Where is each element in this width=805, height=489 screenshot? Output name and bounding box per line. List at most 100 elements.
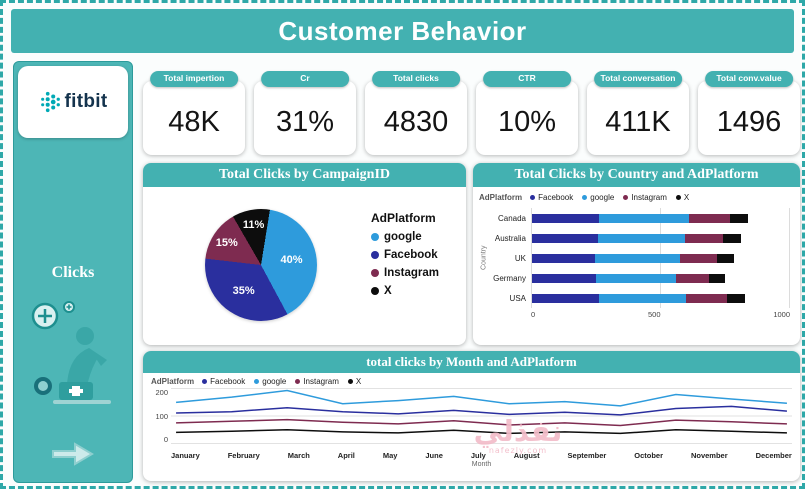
dashboard-header: Customer Behavior xyxy=(11,9,794,53)
legend-item-instagram[interactable]: Instagram xyxy=(371,267,439,279)
bar-segment-facebook[interactable] xyxy=(532,273,597,283)
line-xlabel: Month xyxy=(471,461,492,468)
bar-segment-google[interactable] xyxy=(598,213,689,223)
next-arrow-button[interactable] xyxy=(50,440,96,468)
kpi-row: Total impertion 48K Cr 31% Total clicks … xyxy=(143,69,800,155)
bar-segment-x[interactable] xyxy=(717,253,734,263)
kpi-label: Cr xyxy=(261,71,349,87)
line-y-tick: 200 xyxy=(155,388,168,397)
legend-item-instagram[interactable]: Instagram xyxy=(623,193,667,202)
kpi-value: 1496 xyxy=(716,105,782,138)
sidebar-item-clicks[interactable]: Clicks xyxy=(51,264,95,281)
kpi-card-total-conv-value: Total conv.value 1496 xyxy=(698,71,800,155)
legend-dot xyxy=(371,287,379,295)
bar-segment-google[interactable] xyxy=(596,273,676,283)
bar-stack-germany[interactable] xyxy=(532,273,789,283)
legend-item-google[interactable]: google xyxy=(582,193,614,202)
legend-dot xyxy=(530,195,536,200)
bar-category-label-usa: USA xyxy=(509,293,526,303)
legend-item-x[interactable]: X xyxy=(347,377,362,386)
sidebar: fitbit Clicks xyxy=(13,61,133,483)
pie-slice-label-x: 11% xyxy=(242,218,265,231)
legend-item-facebook[interactable]: Facebook xyxy=(202,377,245,386)
legend-dot xyxy=(254,379,260,384)
line-card: total clicks by Month and AdPlatform AdP… xyxy=(143,351,800,481)
bar-x-tick: 500 xyxy=(647,310,661,319)
bar-segment-facebook[interactable] xyxy=(532,213,599,223)
bar-axis: 0 500 1000 xyxy=(479,310,790,319)
kpi-card-total-clicks: Total clicks 4830 xyxy=(365,71,467,155)
bar-stack-canada[interactable] xyxy=(532,213,789,223)
fitbit-logo-icon xyxy=(40,91,60,113)
bar-segment-x[interactable] xyxy=(723,233,742,243)
bar-segment-x[interactable] xyxy=(727,293,746,303)
line-y-tick: 0 xyxy=(163,435,168,444)
bar-segment-x[interactable] xyxy=(729,213,748,223)
legend-label: Instagram xyxy=(384,267,439,279)
line-series-instagram[interactable] xyxy=(176,418,787,427)
pie-legend: AdPlatform google Facebook Instagram X xyxy=(371,211,439,303)
month-label-august: August xyxy=(513,451,540,460)
legend-dot xyxy=(371,269,379,277)
legend-label: google xyxy=(262,377,287,386)
legend-label: Facebook xyxy=(210,377,246,386)
legend-label: google xyxy=(384,231,422,243)
line-y-tick: 100 xyxy=(155,411,168,421)
bar-plot[interactable] xyxy=(531,208,790,308)
month-label-october: October xyxy=(634,451,664,460)
bar-category-label-germany: Germany xyxy=(493,273,526,283)
line-series-x[interactable] xyxy=(176,428,787,435)
campaign-pie[interactable]: 11% 40% 35% 15% xyxy=(205,209,317,321)
bar-stack-australia[interactable] xyxy=(532,233,789,243)
bar-xticks: 0 500 1000 xyxy=(531,310,790,319)
bar-category-label-uk: UK xyxy=(514,253,526,263)
bar-segment-facebook[interactable] xyxy=(532,293,599,303)
bar-segment-facebook[interactable] xyxy=(532,253,595,263)
legend-item-google[interactable]: google xyxy=(371,231,439,243)
bar-stack-uk[interactable] xyxy=(532,253,789,263)
pie-body: 11% 40% 35% 15% AdPlatform google Facebook In… xyxy=(143,187,466,345)
kpi-card-ctr: CTR 10% xyxy=(476,71,578,155)
bar-segment-instagram[interactable] xyxy=(675,273,710,283)
pie-slice-label-google: 40% xyxy=(280,253,303,266)
pie-legend-items: google Facebook Instagram X xyxy=(371,231,439,297)
line-plot[interactable] xyxy=(171,388,792,444)
kpi-label: CTR xyxy=(483,71,571,87)
kpi-value: 411K xyxy=(605,105,671,138)
bar-segment-google[interactable] xyxy=(598,293,687,303)
legend-dot xyxy=(623,195,629,200)
line-series-google[interactable] xyxy=(176,389,787,407)
page-title: Customer Behavior xyxy=(278,15,527,46)
legend-dot xyxy=(371,251,379,259)
bar-legend-items: Facebook google Instagram X xyxy=(530,193,689,202)
bar-segment-instagram[interactable] xyxy=(684,233,724,243)
legend-item-facebook[interactable]: Facebook xyxy=(530,193,573,202)
bar-segment-instagram[interactable] xyxy=(679,253,717,263)
legend-item-x[interactable]: X xyxy=(371,285,439,297)
line-series-facebook[interactable] xyxy=(176,405,787,416)
kpi-label: Total clicks xyxy=(372,71,460,87)
legend-dot xyxy=(347,379,353,384)
brand-name: fitbit xyxy=(64,91,108,112)
bar-segment-instagram[interactable] xyxy=(686,293,728,303)
line-legend-items: Facebook google Instagram X xyxy=(202,377,361,386)
bar-segment-google[interactable] xyxy=(594,253,680,263)
legend-item-facebook[interactable]: Facebook xyxy=(371,249,439,261)
kpi-label: Total conv.value xyxy=(705,71,793,87)
month-label-may: May xyxy=(382,451,398,460)
legend-item-x[interactable]: X xyxy=(675,193,689,202)
legend-title: AdPlatform xyxy=(479,193,523,202)
legend-label: X xyxy=(355,377,362,386)
pie-card-title: Total Clicks by CampaignID xyxy=(143,163,466,187)
month-label-april: April xyxy=(337,451,355,460)
bar-segment-x[interactable] xyxy=(709,273,725,283)
bar-stack-usa[interactable] xyxy=(532,293,789,303)
legend-dot xyxy=(371,233,379,241)
bar-segment-facebook[interactable] xyxy=(532,233,598,243)
bar-segment-instagram[interactable] xyxy=(688,213,730,223)
legend-item-google[interactable]: google xyxy=(254,377,286,386)
legend-title: AdPlatform xyxy=(371,211,436,225)
legend-item-instagram[interactable]: Instagram xyxy=(295,377,339,386)
legend-label: Instagram xyxy=(303,377,339,386)
bar-segment-google[interactable] xyxy=(597,233,685,243)
